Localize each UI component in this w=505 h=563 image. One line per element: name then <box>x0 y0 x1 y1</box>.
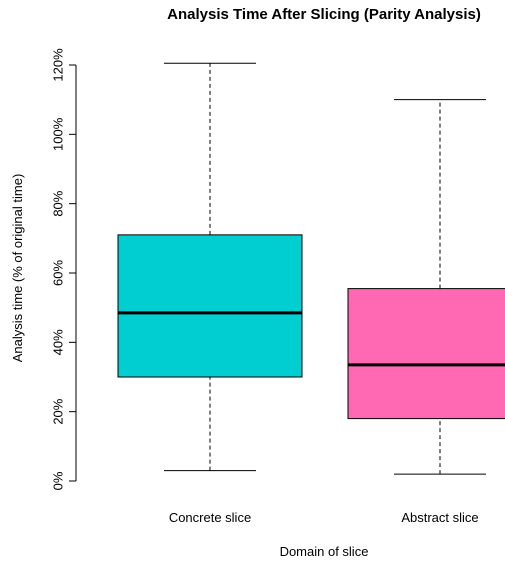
y-tick-label: 40% <box>51 329 66 355</box>
y-tick-label: 80% <box>51 190 66 216</box>
y-tick-label: 0% <box>51 471 66 490</box>
y-tick-label: 20% <box>51 398 66 424</box>
y-axis: 0% 20% 40% 60% 80% 100% 120% <box>51 48 77 490</box>
box-group <box>117 62 303 472</box>
boxes <box>117 62 505 475</box>
y-tick-label: 60% <box>51 260 66 286</box>
y-tick-label: 120% <box>51 48 66 82</box>
chart-title: Analysis Time After Slicing (Parity Anal… <box>167 6 481 23</box>
y-tick-label: 100% <box>51 117 66 151</box>
x-tick-label: Abstract slice <box>401 510 478 525</box>
box-iqr <box>347 288 505 420</box>
y-axis-label: Analysis time (% of original time) <box>10 174 25 363</box>
x-axis-label: Domain of slice <box>280 544 369 559</box>
x-tick-label: Concrete slice <box>169 510 251 525</box>
box-group <box>347 99 505 475</box>
box-iqr <box>117 234 303 378</box>
x-axis-ticks: Concrete slice Abstract slice <box>169 510 479 525</box>
